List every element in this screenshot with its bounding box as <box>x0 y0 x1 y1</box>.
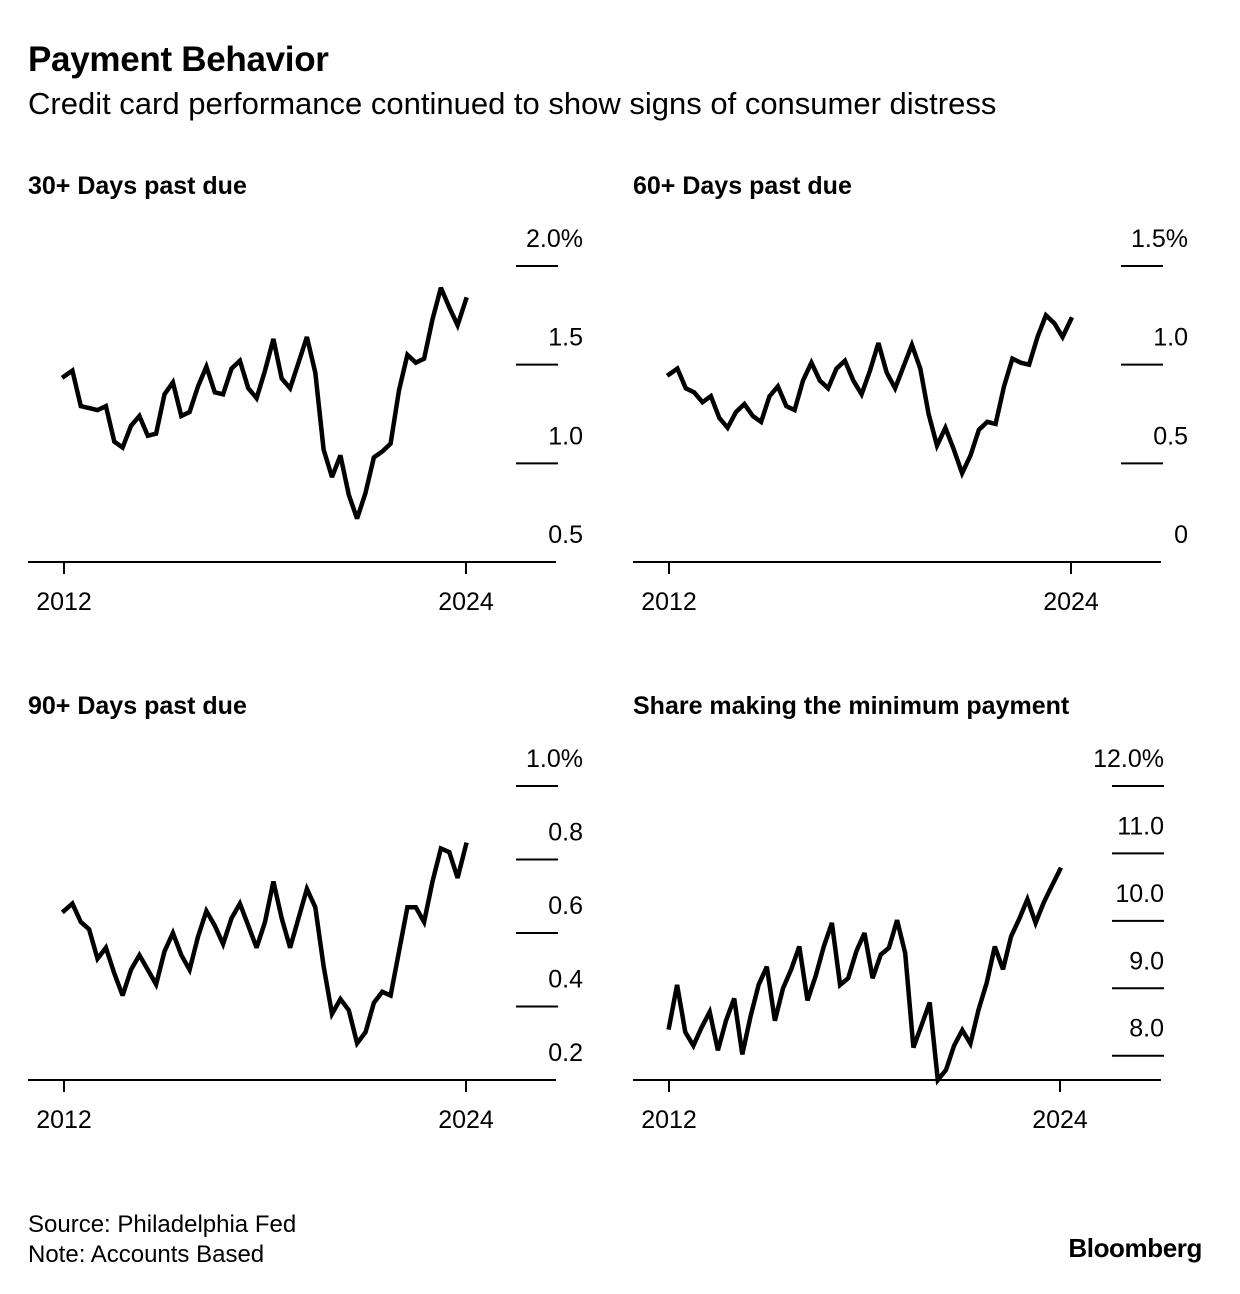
series-line <box>666 866 1064 1086</box>
y-tick-label: 0 <box>1174 521 1188 549</box>
chart-title: 90+ Days past due <box>28 692 247 720</box>
chart-panel-90-days: 90+ Days past due 0.2 0.4 0.6 0.8 1.0% 2012 20… <box>28 692 628 1172</box>
series-line <box>665 311 1074 480</box>
chart-title: 30+ Days past due <box>28 172 247 200</box>
chart-panel-30-days: 30+ Days past due 0.5 1.0 1.5 2.0% 2012 2024 <box>28 172 628 652</box>
bloomberg-logo: Bloomberg <box>1068 1233 1202 1263</box>
y-tick-label: 0.4 <box>548 966 583 994</box>
source-note: Source: Philadelphia Fed <box>28 1211 297 1238</box>
chart-share-minimum-payment: 8.0 9.0 10.0 11.0 12.0% 2012 2024 <box>633 745 1164 1134</box>
y-tick-label: 8.0 <box>1129 1015 1164 1043</box>
chart-panel-minimum-payment: Share making the minimum payment 8.0 9.0 1… <box>633 692 1233 1172</box>
y-tick-label: 0.5 <box>548 521 583 549</box>
note-text: Note: Accounts Based <box>28 1241 265 1268</box>
y-tick-label: 11.0 <box>1117 812 1164 840</box>
x-tick-label: 2024 <box>438 1106 494 1134</box>
y-tick-label: 10.0 <box>1115 880 1164 908</box>
chart-title: 60+ Days past due <box>633 172 852 200</box>
y-tick-label: 0.5 <box>1153 422 1188 450</box>
x-tick-label: 2012 <box>641 588 697 616</box>
chart-30-days-past-due: 0.5 1.0 1.5 2.0% 2012 2024 <box>28 225 583 616</box>
y-tick-label: 0.6 <box>548 892 583 920</box>
page-subtitle: Credit card performance continued to sho… <box>28 86 997 121</box>
chart-60-days-past-due: 0 0.5 1.0 1.5% 2012 2024 <box>633 225 1188 616</box>
y-tick-label: 1.0 <box>548 422 583 450</box>
x-tick-label: 2024 <box>438 588 494 616</box>
y-tick-label: 12.0% <box>1093 745 1164 773</box>
y-tick-label: 1.5% <box>1131 225 1188 253</box>
y-tick-label: 9.0 <box>1129 947 1164 975</box>
y-tick-label: 1.0% <box>526 745 583 773</box>
x-tick-label: 2024 <box>1043 588 1099 616</box>
footer-notes: Source: Philadelphia Fed Note: Accounts … <box>28 1210 296 1270</box>
x-tick-label: 2012 <box>641 1106 697 1134</box>
series-line <box>60 842 469 1049</box>
series-line <box>60 286 469 520</box>
y-tick-label: 2.0% <box>526 225 583 253</box>
y-tick-label: 1.0 <box>1153 324 1188 352</box>
y-tick-label: 0.8 <box>548 819 583 847</box>
y-tick-label: 0.2 <box>548 1039 583 1067</box>
x-tick-label: 2012 <box>36 1106 92 1134</box>
chart-90-days-past-due: 0.2 0.4 0.6 0.8 1.0% 2012 2024 <box>28 745 583 1134</box>
x-tick-label: 2012 <box>36 588 92 616</box>
page-title: Payment Behavior <box>28 40 329 79</box>
chart-title: Share making the minimum payment <box>633 692 1070 720</box>
y-tick-label: 1.5 <box>548 324 583 352</box>
chart-panel-60-days: 60+ Days past due 0 0.5 1.0 1.5% 2012 2024 <box>633 172 1233 652</box>
x-tick-label: 2024 <box>1032 1106 1088 1134</box>
